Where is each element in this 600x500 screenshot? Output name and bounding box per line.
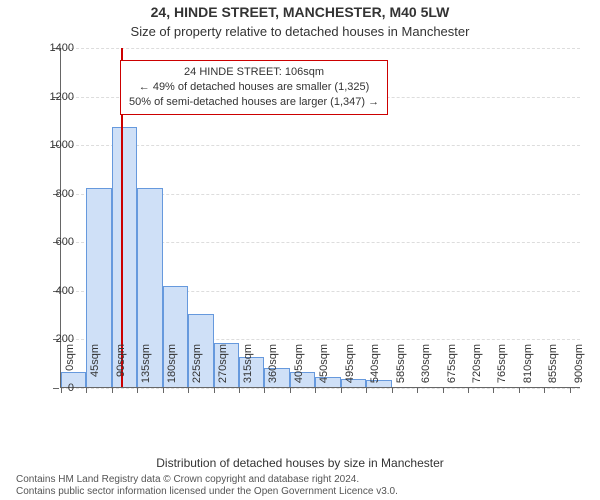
x-tick-label: 675sqm (446, 344, 458, 404)
x-tick (188, 387, 189, 393)
y-tick-label: 400 (34, 285, 74, 297)
x-tick (137, 387, 138, 393)
x-tick (417, 387, 418, 393)
x-tick (239, 387, 240, 393)
x-tick (112, 387, 113, 393)
x-tick-label: 360sqm (267, 344, 279, 404)
x-tick (264, 387, 265, 393)
x-tick (468, 387, 469, 393)
chart-title: 24, HINDE STREET, MANCHESTER, M40 5LW (0, 4, 600, 20)
x-tick (290, 387, 291, 393)
x-tick-label: 855sqm (547, 344, 559, 404)
x-tick-label: 765sqm (496, 344, 508, 404)
y-tick-label: 1000 (34, 139, 74, 151)
x-tick-label: 180sqm (166, 344, 178, 404)
x-tick-label: 720sqm (471, 344, 483, 404)
x-tick (366, 387, 367, 393)
chart-subtitle: Size of property relative to detached ho… (0, 24, 600, 39)
x-tick (544, 387, 545, 393)
y-tick-label: 1200 (34, 91, 74, 103)
x-tick (392, 387, 393, 393)
x-tick-label: 495sqm (344, 344, 356, 404)
x-tick-label: 900sqm (573, 344, 585, 404)
x-tick (443, 387, 444, 393)
x-tick-label: 45sqm (89, 344, 101, 404)
footer-line-2: Contains public sector information licen… (16, 486, 584, 498)
x-tick-label: 225sqm (191, 344, 203, 404)
x-tick-label: 630sqm (420, 344, 432, 404)
x-tick-label: 0sqm (64, 344, 76, 404)
x-tick-label: 135sqm (140, 344, 152, 404)
annotation-line-2: ← 49% of detached houses are smaller (1,… (129, 80, 379, 95)
annotation-box: 24 HINDE STREET: 106sqm← 49% of detached… (120, 60, 388, 115)
annotation-line-1: 24 HINDE STREET: 106sqm (129, 65, 379, 80)
x-tick (519, 387, 520, 393)
footer-attribution: Contains HM Land Registry data © Crown c… (16, 474, 584, 498)
x-tick-label: 315sqm (242, 344, 254, 404)
y-tick-label: 600 (34, 236, 74, 248)
grid-line (61, 145, 580, 146)
x-tick (341, 387, 342, 393)
y-tick-label: 1400 (34, 42, 74, 54)
x-tick-label: 90sqm (115, 344, 127, 404)
x-tick (493, 387, 494, 393)
x-tick (570, 387, 571, 393)
footer-line-1: Contains HM Land Registry data © Crown c… (16, 474, 584, 486)
x-tick-label: 405sqm (293, 344, 305, 404)
x-tick-label: 450sqm (318, 344, 330, 404)
x-tick-label: 270sqm (217, 344, 229, 404)
x-tick (315, 387, 316, 393)
annotation-line-3: 50% of semi-detached houses are larger (… (129, 95, 379, 110)
y-tick-label: 800 (34, 188, 74, 200)
x-tick (86, 387, 87, 393)
x-tick (214, 387, 215, 393)
x-tick-label: 540sqm (369, 344, 381, 404)
x-axis-label: Distribution of detached houses by size … (0, 456, 600, 470)
grid-line (61, 48, 580, 49)
x-tick (163, 387, 164, 393)
x-tick-label: 585sqm (395, 344, 407, 404)
x-tick-label: 810sqm (522, 344, 534, 404)
